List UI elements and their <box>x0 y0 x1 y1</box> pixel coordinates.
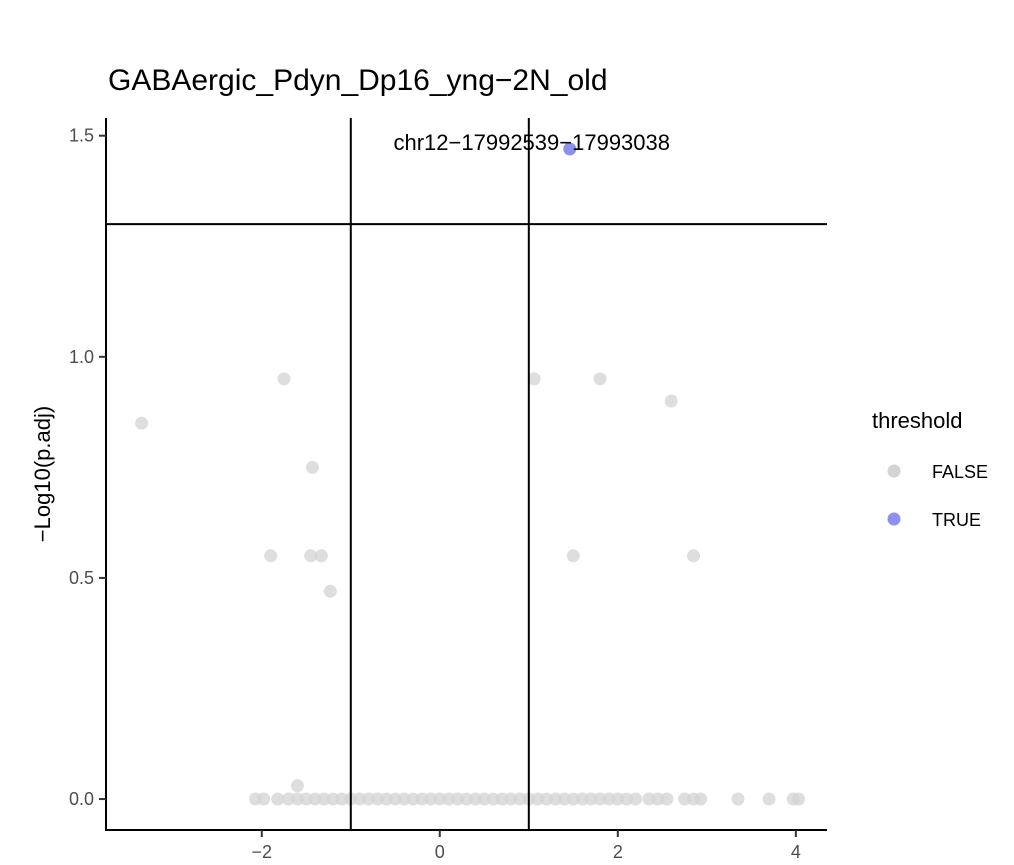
point-false-37 <box>468 792 482 806</box>
point-false-38 <box>477 792 491 806</box>
point-false-44 <box>531 792 545 806</box>
point-false-30 <box>406 792 420 806</box>
point-false-27 <box>379 792 393 806</box>
point-false-52 <box>602 792 616 806</box>
point-false-40 <box>495 792 509 806</box>
point-false-63 <box>762 792 776 806</box>
point-false-10 <box>664 394 678 408</box>
point-false-56 <box>642 792 656 806</box>
chart-title: GABAergic_Pdyn_Dp16_yng−2N_old <box>108 64 608 97</box>
point-false-26 <box>371 792 384 806</box>
point-false-11 <box>566 549 580 563</box>
legend-label-false: FALSE <box>932 462 988 482</box>
x-tick-label-3: 4 <box>791 842 801 862</box>
point-false-36 <box>460 792 473 806</box>
points-layer <box>135 142 805 806</box>
point-false-41 <box>504 792 518 806</box>
point-false-35 <box>451 792 465 806</box>
point-false-21 <box>326 792 340 806</box>
y-axis-title: −Log10(p.adj) <box>30 406 55 542</box>
point-false-20 <box>317 792 331 806</box>
point-false-3 <box>306 460 319 474</box>
point-false-4 <box>304 549 318 563</box>
point-false-0 <box>135 416 149 430</box>
point-false-53 <box>611 792 625 806</box>
point-true-0 <box>563 142 577 156</box>
point-false-15 <box>271 792 285 806</box>
legend-key-false <box>887 464 901 478</box>
point-false-32 <box>424 792 438 806</box>
x-ticks: −2 0 2 4 <box>252 830 801 862</box>
point-false-6 <box>323 584 337 598</box>
point-false-34 <box>442 792 456 806</box>
point-false-50 <box>584 792 598 806</box>
point-false-19 <box>308 792 322 806</box>
legend-title: threshold <box>872 408 963 433</box>
y-ticks: 0.0 0.5 1.0 1.5 <box>69 126 106 809</box>
point-false-55 <box>629 792 643 806</box>
point-false-2 <box>277 372 291 386</box>
point-false-25 <box>362 792 376 806</box>
legend-label-true: TRUE <box>932 510 981 530</box>
reference-lines <box>106 118 827 830</box>
legend-entries: FALSE TRUE <box>887 462 988 530</box>
point-false-1 <box>264 549 278 563</box>
point-false-39 <box>486 792 500 806</box>
point-false-46 <box>549 792 562 806</box>
x-tick-label-0: −2 <box>252 842 273 862</box>
y-tick-label-3: 1.5 <box>69 126 94 146</box>
point-false-31 <box>415 792 429 806</box>
point-false-42 <box>513 792 527 806</box>
point-false-16 <box>282 792 295 806</box>
point-false-8 <box>527 372 541 386</box>
point-false-7 <box>290 779 304 793</box>
point-false-57 <box>651 792 665 806</box>
y-tick-label-1: 0.5 <box>69 568 94 588</box>
point-false-24 <box>353 792 367 806</box>
point-false-59 <box>678 792 692 806</box>
point-false-51 <box>593 792 607 806</box>
x-tick-label-1: 0 <box>435 842 445 862</box>
point-false-58 <box>660 792 674 806</box>
point-false-17 <box>290 792 304 806</box>
point-false-22 <box>335 792 349 806</box>
point-false-12 <box>687 549 700 563</box>
point-false-5 <box>314 549 328 563</box>
point-false-62 <box>731 792 745 806</box>
point-false-9 <box>593 372 607 386</box>
y-tick-label-2: 1.0 <box>69 347 94 367</box>
y-tick-label-0: 0.0 <box>69 789 94 809</box>
legend-key-true <box>887 512 901 526</box>
x-tick-label-2: 2 <box>613 842 623 862</box>
point-false-54 <box>620 792 634 806</box>
point-false-48 <box>566 792 580 806</box>
point-false-47 <box>557 792 571 806</box>
point-false-65 <box>792 792 805 806</box>
point-false-49 <box>575 792 589 806</box>
peak-annotation: chr12−17992539−17993038 <box>394 130 671 155</box>
point-false-14 <box>257 792 271 806</box>
legend: threshold FALSE TRUE <box>872 408 988 530</box>
point-false-45 <box>540 792 554 806</box>
point-false-29 <box>397 792 411 806</box>
point-false-33 <box>433 792 447 806</box>
point-false-28 <box>388 792 402 806</box>
point-false-61 <box>694 792 708 806</box>
point-false-18 <box>299 792 313 806</box>
